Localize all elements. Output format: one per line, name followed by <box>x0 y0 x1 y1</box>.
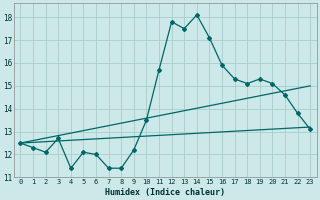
X-axis label: Humidex (Indice chaleur): Humidex (Indice chaleur) <box>105 188 225 197</box>
